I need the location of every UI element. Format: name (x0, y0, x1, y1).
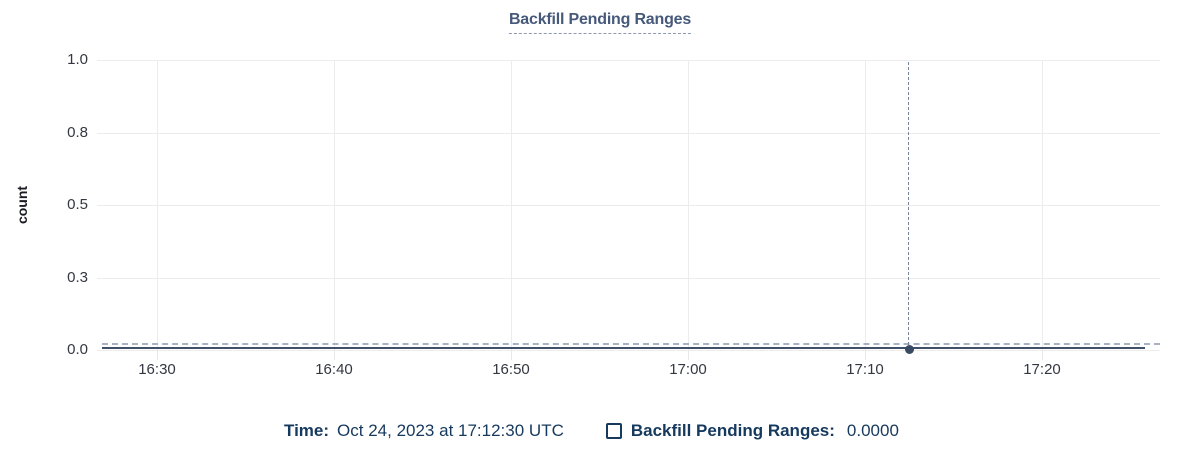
x-tick-mark (334, 350, 335, 360)
legend-series-value: 0.0000 (846, 421, 899, 440)
legend-time-label: Time: (284, 421, 330, 440)
hover-point-marker (904, 344, 914, 354)
crosshair-vertical-line (908, 62, 909, 345)
x-tick-mark (157, 350, 158, 360)
y-tick-label: 0.3 (67, 268, 88, 286)
chart-title[interactable]: Backfill Pending Ranges (508, 11, 691, 34)
y-tick-label: 0.0 (67, 341, 88, 358)
h-gridline (97, 205, 1160, 206)
h-gridline (97, 132, 1160, 134)
legend-series-label[interactable]: Backfill Pending Ranges: (630, 421, 835, 440)
zero-value-dashed-line (102, 343, 1160, 345)
y-axis-title: count (14, 185, 30, 225)
x-tick-label: 17:00 (669, 361, 707, 378)
h-gridline (97, 277, 1160, 279)
x-tick-label: 17:10 (846, 361, 884, 378)
x-tick-mark (688, 350, 689, 360)
x-tick-label: 16:30 (138, 361, 176, 378)
x-tick-label: 16:40 (315, 361, 353, 378)
tooltip-legend: Time: Oct 24, 2023 at 17:12:30 UTC Backf… (284, 420, 899, 442)
x-tick-label: 17:20 (1023, 361, 1061, 378)
legend-series-checkbox-icon[interactable] (605, 423, 622, 439)
chart-plot-area[interactable] (97, 60, 1160, 360)
x-tick-mark (865, 350, 866, 360)
series-line (102, 347, 1145, 349)
x-tick-label: 16:50 (492, 361, 530, 378)
y-tick-label: 0.5 (67, 196, 88, 213)
y-tick-label: 0.8 (67, 123, 88, 141)
legend-time-value: Oct 24, 2023 at 17:12:30 UTC (337, 421, 564, 440)
h-gridline (97, 60, 1160, 61)
h-gridline (97, 350, 1160, 351)
x-tick-mark (511, 350, 512, 360)
x-tick-mark (1042, 350, 1043, 360)
y-tick-label: 1.0 (67, 51, 88, 68)
